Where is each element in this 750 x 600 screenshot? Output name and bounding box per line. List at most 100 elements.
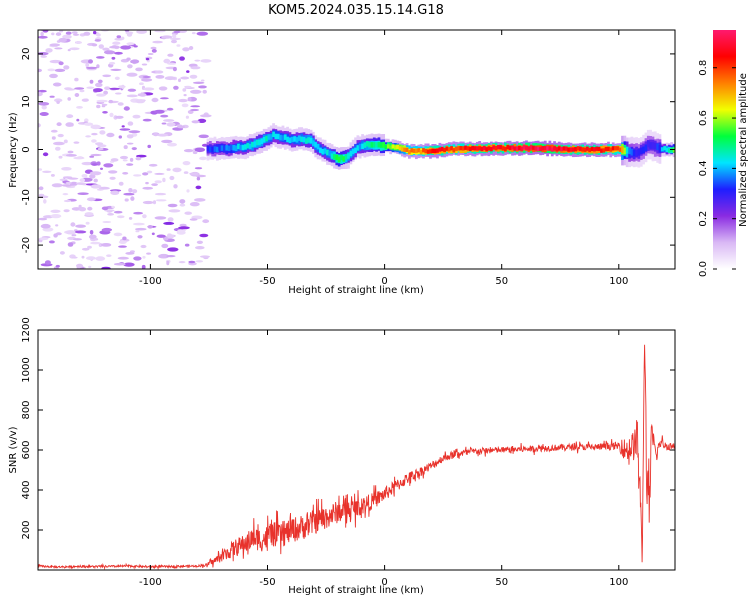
- heatmap-ridge-cell: [646, 140, 650, 148]
- heatmap-ridge-cell: [302, 136, 306, 143]
- heatmap-noise-cell: [51, 32, 55, 36]
- heatmap-ridge-cell: [220, 145, 224, 151]
- heatmap-noise-cell: [126, 57, 131, 61]
- heatmap-noise-cell: [79, 178, 86, 183]
- heatmap-noise-cell: [135, 99, 146, 104]
- heatmap-noise-cell: [38, 68, 42, 73]
- heatmap-ridge-cell: [379, 142, 383, 148]
- heatmap-noise-cell: [96, 104, 101, 109]
- heatmap-noise-cell: [126, 134, 134, 139]
- heatmap-ridge-cell: [283, 134, 287, 140]
- heatmap-noise-cell: [190, 66, 201, 70]
- heatmap-noise-cell: [91, 43, 98, 47]
- heatmap-ridge-cell: [492, 145, 496, 150]
- heatmap-noise-cell: [120, 155, 128, 160]
- heatmap-ridge-cell: [520, 146, 524, 151]
- heatmap-noise-cell: [74, 229, 78, 232]
- y-tick-label: 0: [21, 146, 32, 152]
- heatmap-ridge-cell: [419, 150, 423, 155]
- heatmap-ridge-cell: [497, 145, 500, 150]
- heatmap-noise-cell: [65, 181, 72, 184]
- heatmap-ridge-cell: [354, 147, 357, 154]
- heatmap-noise-cell: [95, 171, 102, 175]
- heatmap-ridge-cell: [281, 135, 285, 141]
- heatmap-noise-cell: [127, 121, 134, 126]
- heatmap-noise-cell: [113, 262, 126, 266]
- heatmap-noise-cell: [62, 193, 69, 196]
- heatmap-noise-cell: [166, 107, 174, 111]
- spectrogram-y-axis-label: Frequency (Hz): [8, 112, 19, 188]
- heatmap-noise-cell: [95, 142, 104, 146]
- heatmap-noise-cell: [65, 230, 77, 235]
- heatmap-noise-cell: [43, 199, 47, 204]
- heatmap-ridge-cell: [590, 146, 594, 151]
- y-tick-label: 600: [21, 440, 32, 459]
- x-tick-label: 50: [495, 577, 508, 588]
- heatmap-ridge-cell: [553, 146, 556, 151]
- heatmap-ridge-cell: [635, 150, 638, 157]
- heatmap-noise-cell: [118, 240, 127, 245]
- heatmap-noise-cell: [141, 264, 146, 269]
- heatmap-noise-cell: [40, 223, 51, 229]
- heatmap-noise-cell: [194, 147, 206, 153]
- heatmap-noise-cell: [167, 247, 179, 252]
- heatmap-ridge-cell: [382, 142, 386, 148]
- heatmap-noise-cell: [186, 189, 190, 193]
- heatmap-noise-cell: [185, 115, 189, 119]
- heatmap-noise-cell: [132, 114, 141, 119]
- heatmap-noise-cell: [151, 232, 155, 236]
- heatmap-ridge-cell: [389, 145, 393, 150]
- heatmap-noise-cell: [100, 167, 103, 170]
- heatmap-noise-cell: [187, 110, 194, 114]
- heatmap-noise-cell: [184, 243, 190, 247]
- heatmap-ridge-cell: [431, 148, 435, 153]
- heatmap-ridge-cell: [595, 146, 599, 151]
- heatmap-noise-cell: [183, 149, 194, 153]
- heatmap-noise-cell: [96, 188, 104, 191]
- snr-y-axis-label: SNR (v/v): [8, 426, 19, 473]
- heatmap-ridge-cell: [323, 148, 327, 154]
- heatmap-noise-cell: [195, 260, 204, 263]
- heatmap-noise-cell: [117, 215, 125, 219]
- heatmap-ridge-cell: [344, 154, 348, 160]
- heatmap-noise-cell: [81, 255, 85, 259]
- heatmap-noise-cell: [177, 229, 186, 232]
- heatmap-ridge-cell: [501, 146, 505, 151]
- heatmap-noise-cell: [199, 156, 207, 161]
- heatmap-noise-cell: [65, 122, 74, 127]
- heatmap-noise-cell: [128, 130, 141, 134]
- y-tick-label: -20: [21, 237, 32, 253]
- spectrogram-heatmap: [38, 30, 675, 269]
- heatmap-noise-cell: [45, 48, 53, 53]
- heatmap-noise-cell: [159, 97, 169, 100]
- heatmap-noise-cell: [200, 79, 205, 82]
- heatmap-noise-cell: [55, 224, 59, 227]
- heatmap-noise-cell: [93, 238, 99, 241]
- heatmap-ridge-cell: [246, 142, 250, 149]
- heatmap-noise-cell: [114, 76, 120, 81]
- heatmap-noise-cell: [40, 55, 47, 58]
- heatmap-noise-cell: [42, 170, 52, 173]
- colorbar-gradient: [713, 30, 736, 269]
- heatmap-ridge-cell: [269, 134, 273, 140]
- heatmap-ridge-cell: [241, 144, 245, 151]
- heatmap-ridge-cell: [567, 147, 571, 152]
- heatmap-noise-cell: [115, 115, 124, 119]
- heatmap-ridge-cell: [487, 146, 491, 151]
- y-tick-label: 20: [21, 48, 32, 61]
- heatmap-ridge-cell: [276, 133, 280, 140]
- heatmap-noise-cell: [192, 150, 198, 155]
- y-tick-label: 200: [21, 520, 32, 539]
- heatmap-noise-cell: [145, 57, 150, 61]
- heatmap-noise-cell: [121, 36, 125, 40]
- heatmap-noise-cell: [81, 247, 90, 251]
- heatmap-noise-cell: [55, 232, 62, 236]
- heatmap-noise-cell: [99, 130, 106, 135]
- heatmap-noise-cell: [155, 75, 165, 79]
- heatmap-noise-cell: [76, 106, 83, 109]
- heatmap-noise-cell: [54, 68, 66, 72]
- heatmap-noise-cell: [104, 209, 115, 212]
- heatmap-noise-cell: [98, 44, 105, 49]
- heatmap-noise-cell: [158, 253, 170, 259]
